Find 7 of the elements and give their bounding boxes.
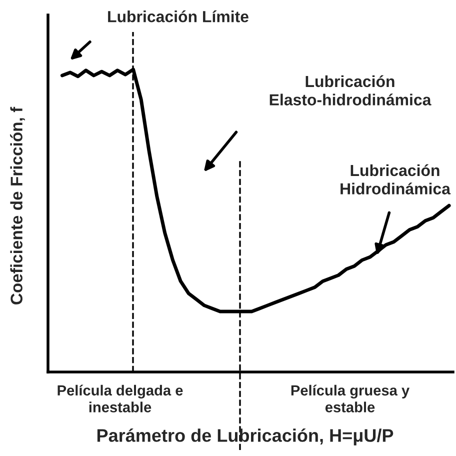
text: Película gruesa y estable xyxy=(291,384,410,412)
annotation: Lubricación Hidrodinámica xyxy=(340,164,451,194)
text: Lubricación Límite xyxy=(108,10,248,22)
x-axis-title: Parámetro de Lubricación, H=μU/P xyxy=(97,428,394,446)
annotation: Lubricación Elasto-hidrodinámica xyxy=(270,75,432,106)
y-axis-title: Coeficiente de Fricción, f xyxy=(10,106,25,304)
text: Película delgada e inestable xyxy=(58,384,183,412)
